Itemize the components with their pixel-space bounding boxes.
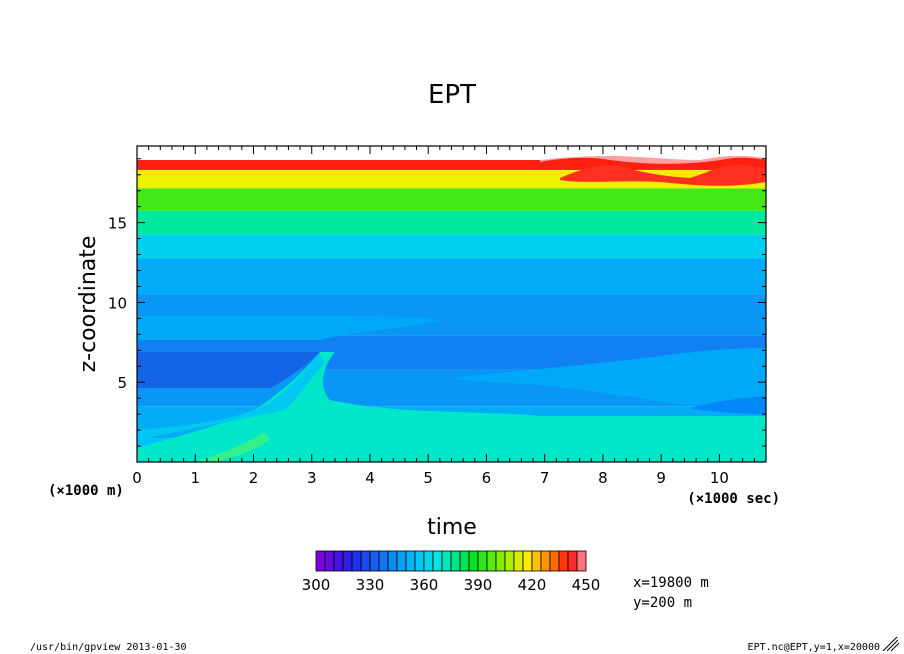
info-y-position: y=200 m <box>633 595 692 611</box>
tick-marks <box>136 146 767 462</box>
deep-blue-right-pocket <box>690 396 766 414</box>
y-axis-unit: (×1000 m) <box>48 483 124 499</box>
colorbar-cell <box>378 550 389 572</box>
colorbar-cell <box>477 550 488 572</box>
x-tick-label: 1 <box>190 469 200 487</box>
colorbar-cell <box>504 550 515 572</box>
colorbar-cell <box>567 550 578 572</box>
colorbar-cell <box>423 550 434 572</box>
colorbar-cell <box>468 550 479 572</box>
x-tick-label: 0 <box>132 469 142 487</box>
colorbar-cell <box>486 550 497 572</box>
y-tick-labels: 5 10 15 <box>108 215 127 393</box>
lower-plume-region <box>137 352 766 462</box>
colorbar-tick-label: 450 <box>572 576 601 594</box>
x-tick-label: 5 <box>423 469 433 487</box>
x-tick-label: 2 <box>249 469 259 487</box>
colorbar-cell <box>522 550 533 572</box>
colorbar-cell <box>576 550 587 572</box>
colorbar-cell <box>459 550 470 572</box>
corner-hatch-icon <box>882 636 900 652</box>
contour-band <box>137 258 766 295</box>
colorbar-cell <box>396 550 407 572</box>
x-tick-label: 6 <box>482 469 492 487</box>
colorbar-cell <box>414 550 425 572</box>
colorbar-cell <box>531 550 542 572</box>
colorbar-cell <box>495 550 506 572</box>
y-axis-label: z-coordinate <box>76 236 101 373</box>
y-tick-label: 10 <box>108 294 127 312</box>
deep-blue-core-left <box>137 352 320 388</box>
blue-right-pocket <box>455 348 766 410</box>
x-tick-label: 10 <box>710 469 729 487</box>
x-tick-label: 4 <box>365 469 375 487</box>
footer-left: /usr/bin/gpview 2013-01-30 <box>30 642 187 653</box>
x-tick-label: 7 <box>540 469 550 487</box>
contour-band <box>137 210 766 235</box>
x-axis-label: time <box>427 515 477 540</box>
colorbar-labels: 300 330 360 390 420 450 <box>302 576 601 594</box>
colorbar-cell <box>315 550 326 572</box>
colorbar-cell <box>351 550 362 572</box>
blue-tongue-mid <box>137 316 440 340</box>
y-tick-label: 5 <box>117 374 127 392</box>
chart-title: EPT <box>428 80 476 110</box>
colorbar-tick-label: 390 <box>464 576 493 594</box>
plot-area <box>137 146 766 462</box>
green-bottom-patch <box>195 432 270 462</box>
colorbar-cell <box>342 550 353 572</box>
colorbar-cell <box>360 550 371 572</box>
colorbar-tick-label: 360 <box>410 576 439 594</box>
x-tick-label: 3 <box>307 469 317 487</box>
colorbar-tick-label: 330 <box>356 576 385 594</box>
contour-band <box>137 234 766 259</box>
colorbar-cell <box>450 550 461 572</box>
footer-right: EPT.nc@EPT,y=1,x=20000 <box>748 642 880 653</box>
lower-teal-band <box>137 354 325 440</box>
colorbar-cell <box>558 550 569 572</box>
colorbar-tick-label: 420 <box>518 576 547 594</box>
colorbar-cell <box>432 550 443 572</box>
colorbar-cell <box>387 550 398 572</box>
info-x-position: x=19800 m <box>633 575 709 591</box>
x-tick-labels: 0 1 2 3 4 5 6 7 8 9 10 <box>132 469 729 487</box>
colorbar-cell <box>540 550 551 572</box>
tropopause-ripple <box>560 164 766 186</box>
colorbar-cell <box>324 550 335 572</box>
contour-band <box>137 188 766 211</box>
x-axis-unit: (×1000 sec) <box>687 491 780 507</box>
x-tick-label: 9 <box>656 469 666 487</box>
x-tick-label: 8 <box>598 469 608 487</box>
colorbar-cell <box>549 550 560 572</box>
top-clear-region <box>137 146 766 160</box>
colorbar-cell <box>441 550 452 572</box>
colorbar-cell <box>333 550 344 572</box>
colorbar-cell <box>513 550 524 572</box>
colorbar-cell <box>369 550 380 572</box>
colorbar-cell <box>405 550 416 572</box>
colorbar <box>315 550 587 572</box>
colorbar-tick-label: 300 <box>302 576 331 594</box>
y-tick-label: 15 <box>108 215 127 233</box>
